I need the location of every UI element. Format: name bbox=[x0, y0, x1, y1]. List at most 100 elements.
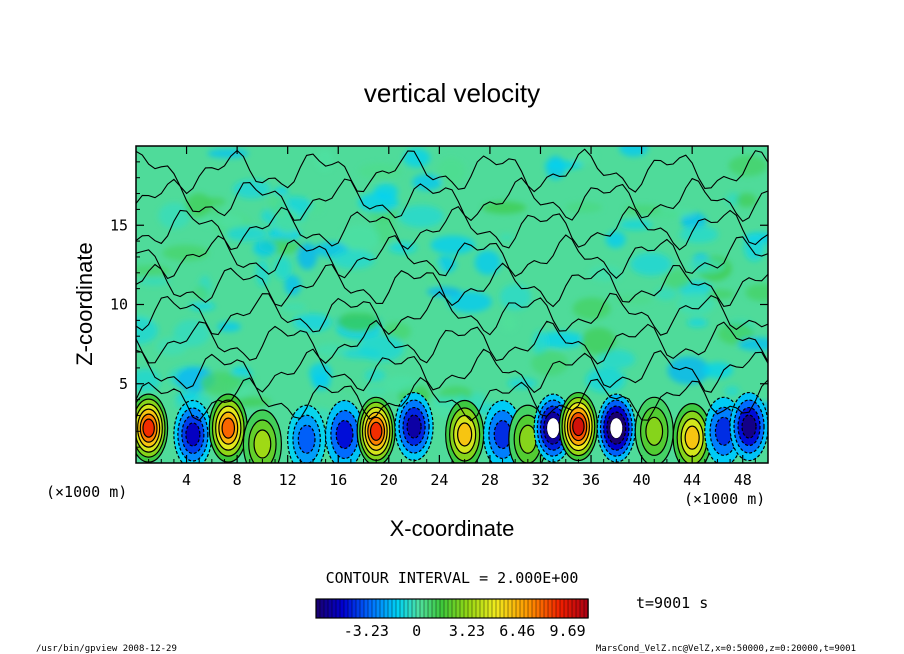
field-patch bbox=[358, 192, 399, 213]
field-patch bbox=[226, 226, 268, 242]
field-patch bbox=[447, 291, 492, 313]
cell-contour bbox=[645, 416, 664, 446]
field-patch bbox=[572, 297, 611, 320]
contour-interval-label: CONTOUR INTERVAL = 2.000E+00 bbox=[326, 569, 579, 587]
field-patch bbox=[630, 252, 672, 276]
cell-contour bbox=[369, 421, 383, 441]
contour-line bbox=[136, 262, 768, 308]
field-patch bbox=[619, 146, 649, 157]
field-patch bbox=[679, 225, 719, 244]
field-patch bbox=[474, 250, 501, 275]
field-patch bbox=[426, 286, 462, 297]
contour-line bbox=[136, 148, 768, 195]
y-axis-label: Z-coordinate bbox=[72, 242, 97, 366]
field-patch bbox=[501, 313, 517, 331]
field-patch bbox=[162, 244, 209, 262]
field-patch bbox=[337, 311, 380, 333]
field-patch bbox=[383, 376, 419, 393]
x-tick-label: 32 bbox=[531, 471, 549, 489]
field-patch bbox=[663, 269, 691, 290]
field-patch bbox=[736, 193, 757, 208]
field-patch bbox=[580, 327, 616, 355]
cell-contour bbox=[253, 429, 272, 459]
convective-cell bbox=[136, 393, 169, 463]
field-patch bbox=[482, 201, 527, 215]
y-tick-label: 5 bbox=[119, 375, 128, 393]
field-patch bbox=[194, 285, 209, 302]
contour-line bbox=[136, 291, 768, 336]
x-tick-label: 20 bbox=[380, 471, 398, 489]
convective-cell bbox=[394, 391, 434, 462]
field-patch bbox=[706, 289, 735, 300]
field-patch bbox=[624, 204, 662, 215]
x-tick-label: 44 bbox=[683, 471, 701, 489]
cell-contour bbox=[457, 422, 473, 447]
convective-cell bbox=[287, 404, 327, 463]
field-patch bbox=[136, 265, 171, 277]
cell-contour bbox=[142, 418, 155, 438]
x-tick-label: 48 bbox=[734, 471, 752, 489]
field-patch bbox=[331, 249, 375, 269]
field-patch bbox=[585, 367, 626, 393]
colorbar-tick-label: 9.69 bbox=[550, 622, 586, 640]
cell-contour bbox=[518, 424, 537, 454]
field-patch bbox=[724, 385, 740, 397]
field-patch bbox=[308, 195, 324, 214]
field-patch bbox=[403, 148, 431, 168]
field-patch bbox=[253, 240, 277, 257]
contour-line bbox=[136, 177, 768, 223]
field-patch bbox=[430, 235, 476, 255]
x-tick-label: 24 bbox=[430, 471, 448, 489]
field-patch bbox=[340, 225, 380, 252]
field-patch bbox=[588, 265, 623, 282]
colorbar-frame bbox=[315, 598, 589, 619]
field-patch bbox=[339, 300, 384, 313]
field-patch bbox=[532, 330, 548, 357]
cell-contour bbox=[185, 422, 201, 447]
convective-cell bbox=[672, 403, 712, 463]
convective-cell bbox=[324, 399, 365, 463]
field-patch bbox=[158, 202, 191, 229]
field-patch bbox=[274, 208, 301, 234]
footer-left: /usr/bin/gpview 2008-12-29 bbox=[36, 644, 177, 654]
colorbar-tick-label: 3.23 bbox=[449, 622, 485, 640]
field-patch bbox=[412, 173, 442, 191]
contour-line bbox=[136, 234, 768, 280]
x-tick-label: 12 bbox=[279, 471, 297, 489]
field-patch bbox=[677, 291, 715, 316]
cell-contour bbox=[297, 424, 316, 454]
field-patch bbox=[613, 295, 653, 305]
x-tick-label: 4 bbox=[182, 471, 191, 489]
convective-cell bbox=[596, 393, 636, 463]
cell-contour bbox=[493, 419, 512, 450]
convective-cell bbox=[208, 393, 248, 463]
convective-cell bbox=[242, 409, 282, 463]
contour-line bbox=[136, 376, 768, 422]
field-patch bbox=[297, 242, 318, 270]
colorbar-tick-label: 0 bbox=[412, 622, 421, 640]
contour-line bbox=[136, 319, 768, 365]
field-patch bbox=[498, 233, 515, 242]
field-patch bbox=[398, 205, 445, 228]
x-unit-right: (×1000 m) bbox=[684, 490, 765, 508]
colorbar-tick-label: 6.46 bbox=[499, 622, 535, 640]
field-patch bbox=[309, 362, 332, 384]
field-patch bbox=[282, 302, 307, 312]
y-tick-label: 15 bbox=[110, 216, 128, 234]
field-patch bbox=[138, 277, 171, 286]
cell-contour bbox=[572, 416, 585, 437]
cell-contour bbox=[221, 417, 236, 439]
colorbar bbox=[315, 598, 589, 619]
y-tick-label: 10 bbox=[110, 296, 128, 314]
chart-title: vertical velocity bbox=[364, 78, 540, 108]
field-patch bbox=[605, 231, 626, 249]
field-patch bbox=[293, 313, 332, 332]
x-unit-left: (×1000 m) bbox=[46, 483, 127, 501]
cell-core bbox=[547, 418, 560, 439]
field-patch bbox=[219, 375, 256, 384]
convective-cell bbox=[634, 396, 674, 463]
contour-line bbox=[136, 348, 768, 394]
field-patch bbox=[544, 160, 584, 170]
